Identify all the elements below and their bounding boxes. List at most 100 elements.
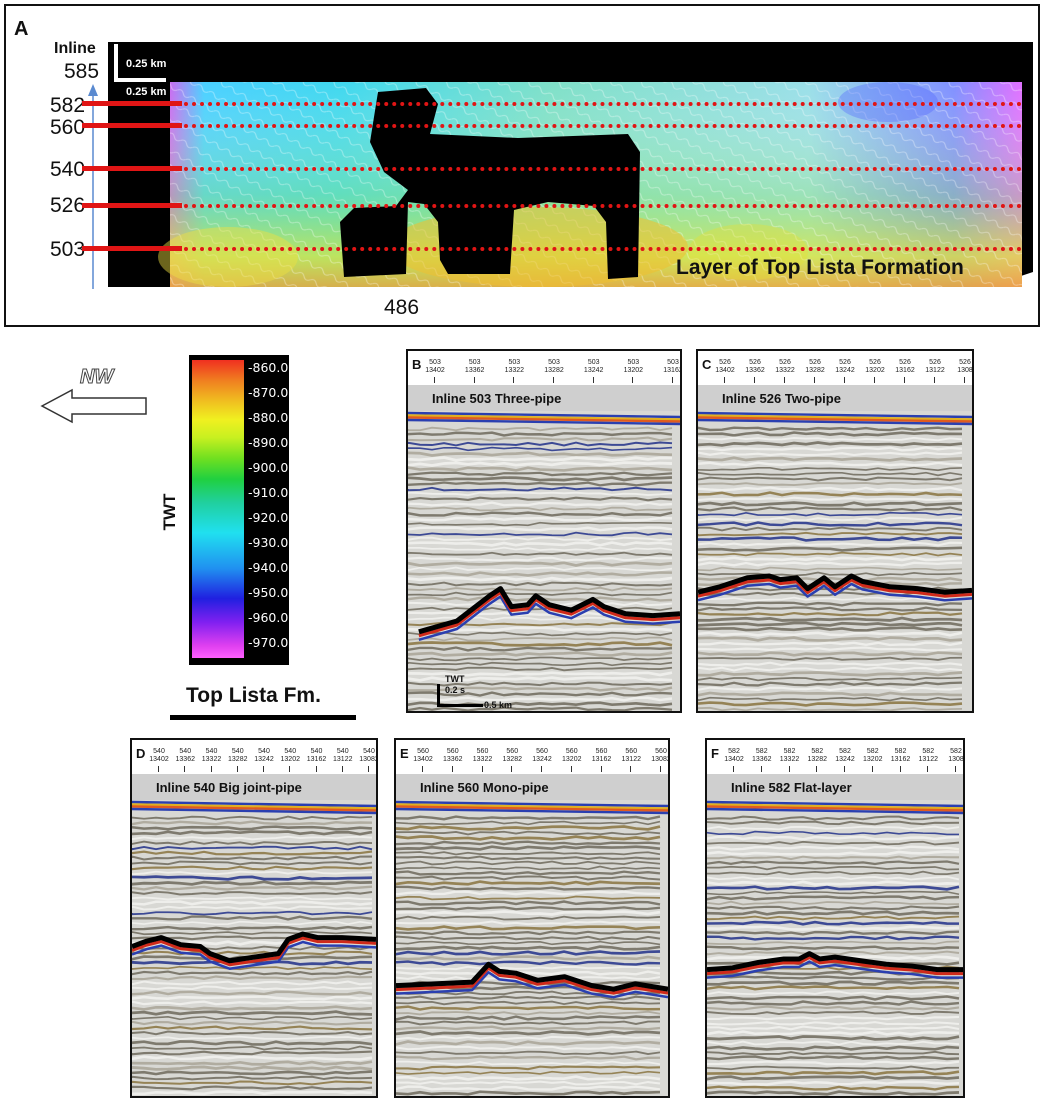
trace-inline-number: 503 xyxy=(468,359,481,366)
trace-inline-number: 560 xyxy=(595,748,608,755)
trace-header-label: 540 13322 xyxy=(199,748,225,764)
inline-axis-arrow xyxy=(88,84,98,289)
trace-crossline-number: 13082 xyxy=(359,756,378,763)
trace-inline-number: 540 xyxy=(310,748,323,755)
trace-header-label: 582 1308 xyxy=(943,748,964,764)
trace-tick xyxy=(724,377,725,383)
trace-tick xyxy=(784,377,785,383)
section-panel-c: 526 13402 526 13362 526 13322 526 13282 526 13242… xyxy=(696,349,974,713)
section-title-e: Inline 560 Mono-pipe xyxy=(420,780,549,795)
trace-inline-number: 560 xyxy=(446,748,459,755)
inline-label-526: 526 xyxy=(50,194,86,217)
trace-header-label: 560 13122 xyxy=(618,748,644,764)
section-label-b: B xyxy=(412,357,422,372)
trace-header-label: 560 13242 xyxy=(529,748,555,764)
trace-crossline-number: 13282 xyxy=(805,367,825,374)
inline-dotted-503 xyxy=(184,247,1022,251)
trace-crossline-number: 13162 xyxy=(663,367,682,374)
trace-inline-number: 503 xyxy=(548,359,560,366)
trace-tick xyxy=(630,766,632,772)
trace-inline-number: 540 xyxy=(363,748,375,755)
trace-header-label: 560 13082 xyxy=(648,748,670,764)
trace-tick xyxy=(760,766,762,772)
trace-tick xyxy=(660,766,661,772)
trace-tick xyxy=(263,766,264,772)
trace-tick xyxy=(289,766,291,772)
trace-crossline-number: 13202 xyxy=(865,367,885,374)
trace-tick xyxy=(814,377,815,383)
trace-tick xyxy=(899,766,901,772)
colorbar-tick: -930.00 xyxy=(248,535,297,550)
trace-crossline-number: 13322 xyxy=(775,367,795,374)
section-panel-e: 560 13402 560 13362 560 13322 560 13282 560 13242… xyxy=(394,738,670,1098)
section-label-c: C xyxy=(702,357,712,372)
trace-tick xyxy=(672,377,673,383)
inline-dotted-526 xyxy=(184,204,1022,208)
trace-crossline-number: 13242 xyxy=(254,756,274,763)
inline-line-582 xyxy=(82,101,182,106)
trace-header-label: 526 13162 xyxy=(892,359,918,375)
panel-a xyxy=(4,4,1040,327)
trace-crossline-number: 13402 xyxy=(715,367,735,374)
seismic-image-e xyxy=(396,740,668,1096)
legend-caption: Top Lista Fm. xyxy=(186,684,321,707)
trace-crossline-number: 13202 xyxy=(280,756,300,763)
trace-crossline-number: 13362 xyxy=(175,756,195,763)
trace-header-label: 503 13202 xyxy=(620,359,646,375)
trace-inline-number: 503 xyxy=(508,359,521,366)
trace-header-label: 503 13242 xyxy=(581,359,607,375)
trace-tick xyxy=(874,377,875,383)
trace-inline-number: 560 xyxy=(655,748,667,755)
trace-header-label: 540 13402 xyxy=(146,748,172,764)
trace-inline-number: 503 xyxy=(627,359,640,366)
inline-line-526 xyxy=(82,203,182,208)
trace-header-label: 582 13202 xyxy=(860,748,886,764)
trace-tick xyxy=(816,766,818,772)
trace-inline-number: 503 xyxy=(587,359,600,366)
trace-crossline-number: 1308 xyxy=(948,756,964,763)
trace-inline-number: 526 xyxy=(749,359,761,366)
trace-crossline-number: 13322 xyxy=(201,756,222,763)
trace-header-label: 582 13362 xyxy=(749,748,775,764)
inline-line-540 xyxy=(82,166,182,171)
trace-tick xyxy=(600,766,602,772)
seismic-image-d xyxy=(132,740,376,1096)
legend-caption-underline xyxy=(170,715,356,720)
trace-inline-number: 526 xyxy=(899,359,911,366)
section-title-b: Inline 503 Three-pipe xyxy=(432,391,562,406)
trace-tick xyxy=(570,766,572,772)
trace-inline-number: 526 xyxy=(929,359,941,366)
section-panel-d: 540 13402 540 13362 540 13322 540 13282 540 13242… xyxy=(130,738,378,1098)
trace-crossline-number: 13162 xyxy=(890,756,911,763)
inline-dotted-582 xyxy=(184,102,1022,106)
trace-header-label: 540 13122 xyxy=(330,748,356,764)
trace-tick xyxy=(788,766,790,772)
colorbar-gradient xyxy=(192,360,244,658)
trace-inline-number: 560 xyxy=(565,748,578,755)
colorbar-tick: -970.00 xyxy=(248,635,297,650)
trace-header-label: 560 13402 xyxy=(410,748,436,764)
section-scale-twt: TWT xyxy=(445,674,465,684)
trace-inline-number: 526 xyxy=(779,359,791,366)
trace-header-label: 560 13322 xyxy=(470,748,496,764)
trace-inline-number: 526 xyxy=(719,359,731,366)
trace-tick xyxy=(210,766,212,772)
trace-tick xyxy=(934,377,935,383)
colorbar-tick: -920.00 xyxy=(248,510,297,525)
colorbar-ticks: -860.00 -870.00 -880.00 -890.00 -900.00 … xyxy=(248,360,296,660)
trace-inline-number: 582 xyxy=(950,748,962,755)
trace-tick xyxy=(541,766,542,772)
trace-inline-number: 503 xyxy=(667,359,679,366)
colorbar-tick: -950.00 xyxy=(248,585,297,600)
trace-inline-number: 560 xyxy=(536,748,548,755)
section-label-f: F xyxy=(711,746,719,761)
trace-tick xyxy=(513,377,515,383)
trace-header-label: 560 13162 xyxy=(589,748,615,764)
colorbar-tick: -870.00 xyxy=(248,385,297,400)
trace-crossline-number: 13242 xyxy=(835,756,855,763)
trace-crossline-number: 13282 xyxy=(807,756,827,763)
inline-label-540: 540 xyxy=(50,158,86,181)
trace-crossline-number: 13202 xyxy=(562,756,582,763)
trace-crossline-number: 13082 xyxy=(651,756,670,763)
trace-tick xyxy=(511,766,513,772)
